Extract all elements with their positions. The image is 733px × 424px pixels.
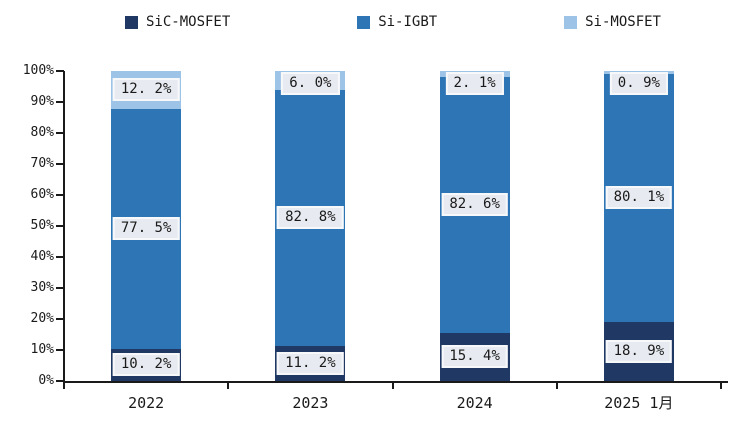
x-axis-tick: [391, 383, 394, 389]
y-axis-tick: [56, 101, 64, 103]
data-label: 10. 2%: [112, 353, 180, 377]
legend-swatch-icon: [125, 15, 138, 29]
x-axis-tick: [555, 383, 558, 389]
y-axis-tick-label: 80%: [30, 125, 54, 140]
x-axis-tick: [720, 383, 722, 389]
y-axis-tick: [56, 256, 64, 258]
data-label: 15. 4%: [441, 345, 508, 369]
x-axis-category-label: 2023: [292, 394, 329, 412]
legend-swatch-icon: [357, 15, 371, 29]
data-label: 82. 8%: [277, 205, 344, 229]
data-label: 77. 5%: [112, 217, 180, 241]
data-label: 2. 1%: [445, 72, 504, 95]
y-axis-tick-label: 0%: [38, 373, 54, 388]
x-axis-tick: [63, 383, 65, 389]
data-label: 82. 6%: [441, 193, 508, 217]
data-label: 6. 0%: [281, 72, 340, 95]
legend-label-si-igbt: Si-IGBT: [378, 14, 438, 30]
y-axis-tick-label: 60%: [30, 187, 54, 202]
y-axis-tick: [56, 194, 64, 196]
y-axis-tick: [56, 70, 64, 72]
legend-item-si-igbt: Si-IGBT: [357, 14, 437, 30]
y-axis-tick: [56, 287, 64, 289]
x-axis-tick: [227, 383, 230, 389]
data-label: 0. 9%: [609, 72, 668, 95]
y-axis-tick: [56, 132, 64, 134]
y-axis-line: [63, 71, 65, 383]
data-label: 11. 2%: [277, 351, 344, 375]
legend-item-sic-mosfet: SiC-MOSFET: [125, 14, 230, 30]
x-axis-category-label: 2024: [456, 394, 493, 412]
legend-label-si-mosfet: Si-MOSFET: [585, 14, 661, 30]
x-axis-line: [63, 381, 728, 383]
y-axis-tick: [56, 318, 64, 320]
y-axis-tick-label: 10%: [30, 342, 54, 357]
legend-label-sic-mosfet: SiC-MOSFET: [146, 14, 231, 30]
y-axis-tick: [56, 349, 64, 351]
y-axis-tick: [56, 380, 64, 382]
x-axis-category-label: 2022: [128, 394, 165, 412]
legend-item-si-mosfet: Si-MOSFET: [564, 14, 661, 30]
y-axis-tick-label: 40%: [30, 249, 54, 264]
x-axis-category-label: 2025 1月: [604, 394, 674, 412]
y-axis-tick: [56, 163, 64, 165]
y-axis-tick-label: 90%: [30, 94, 54, 109]
y-axis-tick-label: 20%: [30, 311, 54, 326]
y-axis-tick-label: 100%: [22, 63, 54, 78]
data-label: 80. 1%: [605, 186, 673, 210]
chart-legend: SiC-MOSFET Si-IGBT Si-MOSFET: [125, 14, 661, 30]
legend-swatch-icon: [564, 15, 578, 29]
data-label: 12. 2%: [112, 78, 180, 102]
data-label: 18. 9%: [605, 339, 673, 363]
y-axis-tick-label: 50%: [30, 218, 54, 233]
y-axis-tick-label: 70%: [30, 156, 54, 171]
y-axis-tick: [56, 225, 64, 227]
y-axis-tick-label: 30%: [30, 280, 54, 295]
